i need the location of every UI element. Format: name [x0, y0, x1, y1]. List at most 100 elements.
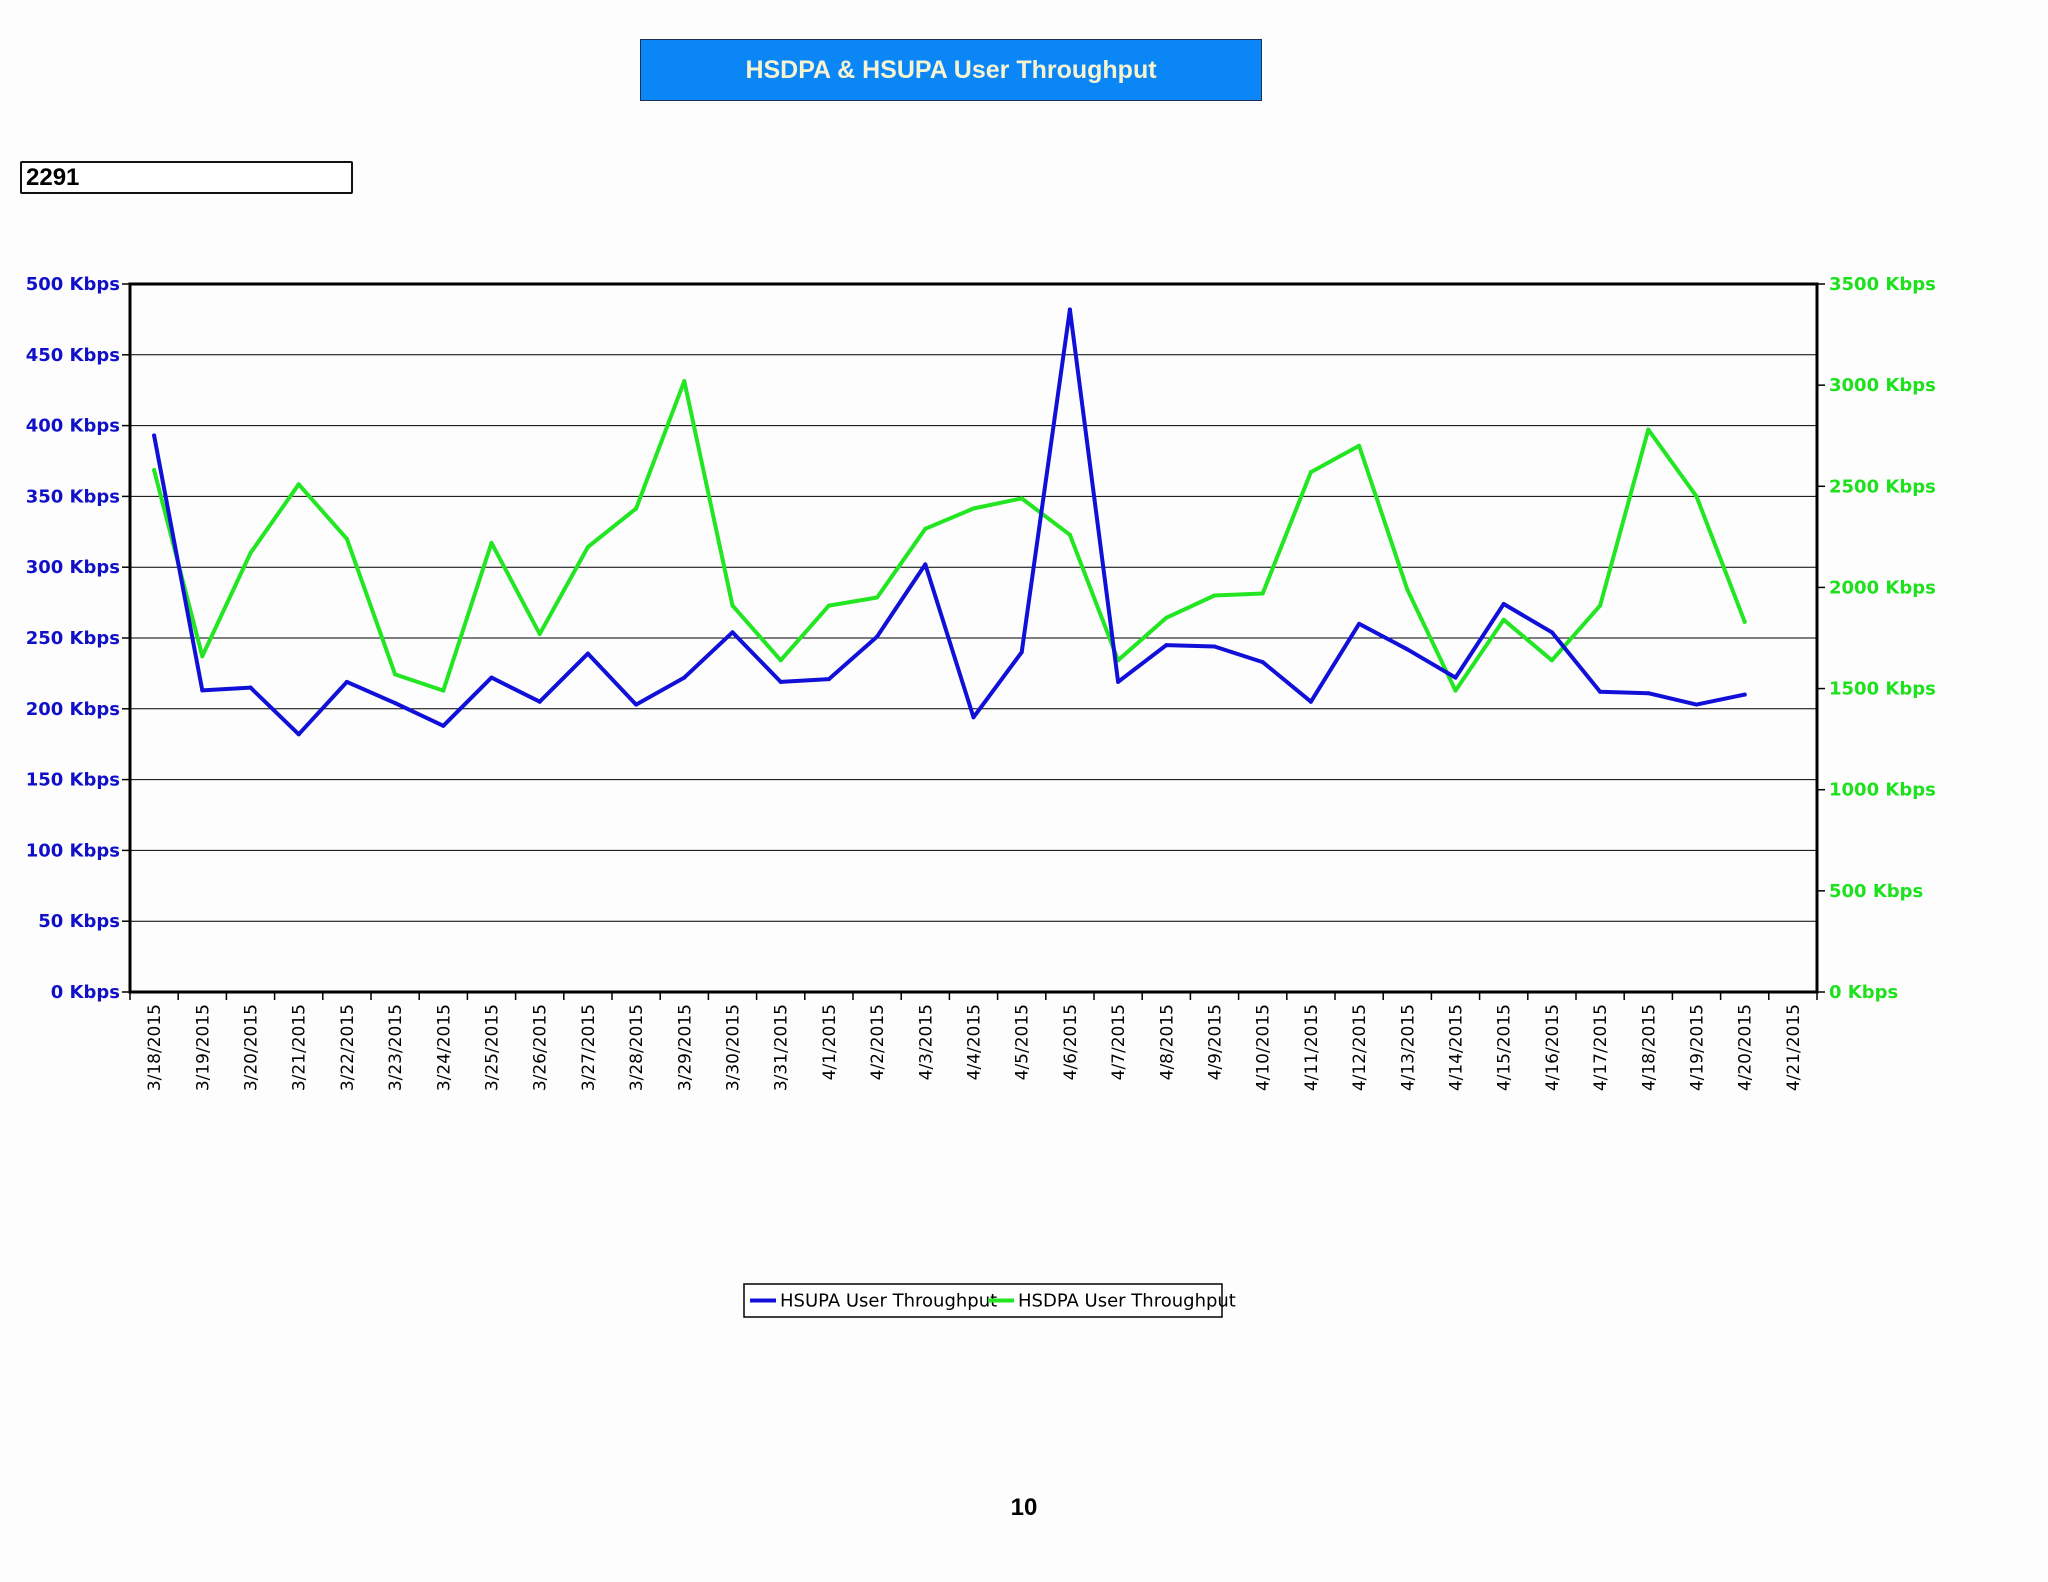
hsupa-data-point — [1405, 647, 1410, 652]
series-lines — [152, 307, 1747, 737]
hsupa-data-point — [1357, 621, 1362, 626]
x-tick-label: 4/19/2015 — [1688, 1004, 1708, 1091]
x-tick-label: 3/23/2015 — [386, 1004, 406, 1091]
x-tick-label: 4/11/2015 — [1302, 1004, 1322, 1091]
hsupa-data-point — [537, 699, 542, 704]
hsupa-data-point — [152, 433, 157, 438]
hsupa-data-point — [1742, 692, 1747, 697]
hsdpa-data-point — [634, 506, 639, 511]
right-tick-label: 3000 Kbps — [1829, 375, 1936, 396]
x-tick-label: 3/18/2015 — [145, 1004, 165, 1091]
hsupa-data-point — [1164, 643, 1169, 648]
right-tick-label: 0 Kbps — [1829, 982, 1898, 1003]
left-tick-label: 50 Kbps — [38, 911, 120, 932]
site-id-field: 2291 — [20, 161, 353, 194]
hsdpa-data-point — [1742, 619, 1747, 624]
hsdpa-data-point — [682, 379, 687, 384]
hsupa-data-point — [200, 688, 205, 693]
hsupa-data-point — [441, 723, 446, 728]
x-tick-label: 4/4/2015 — [965, 1004, 985, 1080]
x-tick-label: 4/12/2015 — [1350, 1004, 1370, 1091]
x-tick-label: 4/21/2015 — [1784, 1004, 1804, 1091]
hsupa-series-line — [152, 307, 1747, 737]
hsdpa-data-point — [1308, 470, 1313, 475]
x-tick-label: 4/2/2015 — [868, 1004, 888, 1080]
hsdpa-data-point — [1357, 443, 1362, 448]
grid-lines — [130, 283, 1817, 993]
hsupa-data-point — [296, 732, 301, 737]
hsupa-data-point — [1694, 702, 1699, 707]
hsdpa-data-point — [1501, 617, 1506, 622]
x-tick-label: 4/7/2015 — [1109, 1004, 1129, 1080]
x-tick-label: 4/16/2015 — [1543, 1004, 1563, 1091]
x-tick-label: 4/1/2015 — [820, 1004, 840, 1080]
hsdpa-data-point — [248, 551, 253, 556]
left-tick-label: 300 Kbps — [26, 557, 120, 578]
x-tick-label: 3/27/2015 — [579, 1004, 599, 1091]
x-tick-label: 3/20/2015 — [242, 1004, 262, 1091]
hsdpa-data-point — [585, 544, 590, 549]
left-tick-label: 350 Kbps — [26, 486, 120, 507]
hsdpa-data-point — [1164, 615, 1169, 620]
x-tick-label: 4/20/2015 — [1736, 1004, 1756, 1091]
x-tick-label: 4/5/2015 — [1013, 1004, 1033, 1080]
hsupa-data-point — [682, 675, 687, 680]
hsdpa-data-point — [971, 506, 976, 511]
hsupa-data-point — [634, 702, 639, 707]
right-tick-label: 1500 Kbps — [1829, 679, 1936, 700]
hsupa-data-point — [826, 677, 831, 682]
hsdpa-data-point — [1212, 593, 1217, 598]
hsdpa-data-point — [489, 540, 494, 545]
x-tick-label: 4/6/2015 — [1061, 1004, 1081, 1080]
left-tick-label: 250 Kbps — [26, 628, 120, 649]
x-tick-label: 3/29/2015 — [675, 1004, 695, 1091]
x-tick-label: 3/31/2015 — [772, 1004, 792, 1091]
hsupa-data-point — [1501, 602, 1506, 607]
hsupa-data-point — [344, 679, 349, 684]
hsupa-data-point — [1308, 699, 1313, 704]
hsdpa-data-point — [1019, 496, 1024, 501]
x-tick-label: 4/9/2015 — [1206, 1004, 1226, 1080]
right-tick-label: 3500 Kbps — [1829, 274, 1936, 295]
hsdpa-data-point — [923, 526, 928, 531]
x-tick-label: 3/26/2015 — [531, 1004, 551, 1091]
x-tick-label: 3/21/2015 — [290, 1004, 310, 1091]
hsupa-data-point — [1019, 650, 1024, 655]
hsdpa-data-point — [200, 654, 205, 659]
hsdpa-data-point — [778, 658, 783, 663]
left-tick-label: 500 Kbps — [26, 274, 120, 295]
hsdpa-data-point — [730, 603, 735, 608]
hsupa-data-point — [1116, 679, 1121, 684]
hsupa-data-point — [585, 651, 590, 656]
hsdpa-data-point — [875, 595, 880, 600]
left-y-axis: 0 Kbps 50 Kbps 100 Kbps 150 Kbps 200 Kbps 250… — [26, 274, 130, 1003]
hsdpa-data-point — [344, 536, 349, 541]
x-tick-label: 3/19/2015 — [193, 1004, 213, 1091]
hsdpa-data-point — [826, 603, 831, 608]
hsdpa-data-point — [441, 688, 446, 693]
chart-title-banner: HSDPA & HSUPA User Throughput — [640, 39, 1262, 101]
x-tick-label: 4/8/2015 — [1157, 1004, 1177, 1080]
left-tick-label: 100 Kbps — [26, 840, 120, 861]
left-tick-label: 0 Kbps — [51, 982, 120, 1003]
legend: HSUPA User Throughput HSDPA User Throughp… — [743, 1283, 1236, 1318]
left-tick-label: 450 Kbps — [26, 345, 120, 366]
hsupa-data-point — [875, 634, 880, 639]
x-tick-label: 4/15/2015 — [1495, 1004, 1515, 1091]
hsupa-data-point — [1549, 630, 1554, 635]
hsdpa-data-point — [152, 468, 157, 473]
left-tick-label: 400 Kbps — [26, 416, 120, 437]
chart-title: HSDPA & HSUPA User Throughput — [745, 55, 1157, 84]
hsdpa-data-point — [1694, 494, 1699, 499]
hsupa-data-point — [971, 715, 976, 720]
hsdpa-data-point — [1260, 591, 1265, 596]
left-tick-label: 150 Kbps — [26, 770, 120, 791]
hsdpa-data-point — [537, 631, 542, 636]
x-tick-label: 4/3/2015 — [916, 1004, 936, 1080]
hsdpa-data-point — [1453, 688, 1458, 693]
hsupa-data-point — [730, 630, 735, 635]
hsupa-data-point — [489, 675, 494, 680]
hsupa-data-point — [248, 685, 253, 690]
hsdpa-data-point — [393, 672, 398, 677]
x-axis: 3/18/2015 3/19/2015 3/20/2015 3/21/2015 3/22… — [129, 992, 1818, 1091]
